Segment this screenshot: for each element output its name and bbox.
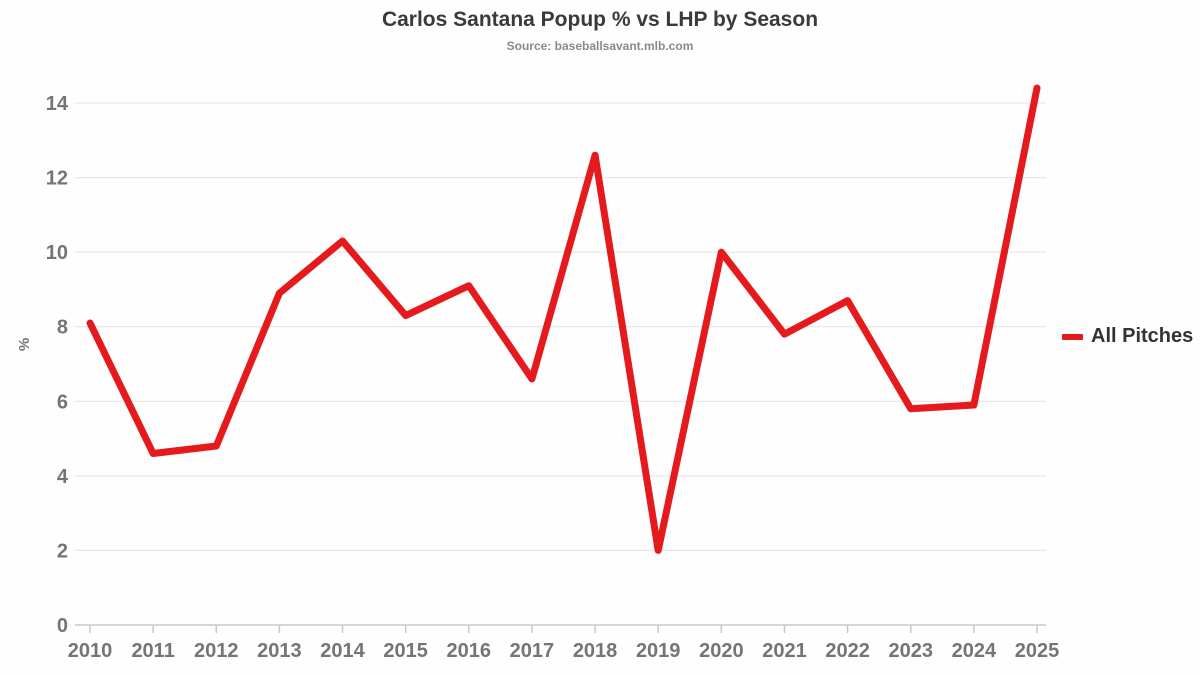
x-tick-label: 2024 — [952, 640, 997, 662]
y-tick-label: 2 — [57, 540, 68, 562]
x-tick-label: 2013 — [257, 640, 302, 662]
y-tick-label: 14 — [46, 93, 69, 115]
x-tick-label: 2014 — [320, 640, 365, 662]
x-tick-label: 2010 — [68, 640, 113, 662]
x-tick-label: 2020 — [699, 640, 744, 662]
x-tick-label: 2012 — [194, 640, 239, 662]
legend-label: All Pitches — [1091, 325, 1194, 347]
data-line-all-pitches — [86, 84, 1041, 554]
y-tick-label: 4 — [57, 466, 69, 488]
x-tick-label: 2023 — [888, 640, 933, 662]
y-tick-label: 12 — [46, 168, 68, 190]
chart-subtitle: Source: baseballsavant.mlb.com — [506, 39, 694, 53]
x-tick-label: 2015 — [383, 640, 428, 662]
x-tick-label: 2011 — [131, 640, 174, 662]
x-tick-label: 2018 — [573, 640, 618, 662]
y-tick-label: 0 — [57, 615, 68, 637]
x-tick-label: 2019 — [636, 640, 681, 662]
x-tick-label: 2016 — [447, 640, 492, 662]
chart-title: Carlos Santana Popup % vs LHP by Season — [381, 8, 819, 31]
x-tick-label: 2025 — [1015, 640, 1060, 662]
y-tick-label: 10 — [46, 242, 68, 264]
legend: All Pitches — [1062, 325, 1193, 348]
x-tick-label: 2022 — [825, 640, 870, 662]
x-tick-label: 2017 — [510, 640, 555, 662]
y-tick-label: 6 — [57, 391, 68, 413]
legend-line-swatch — [1062, 333, 1083, 340]
x-tick-label: 2021 — [762, 640, 807, 662]
y-tick-label: 8 — [57, 317, 68, 339]
